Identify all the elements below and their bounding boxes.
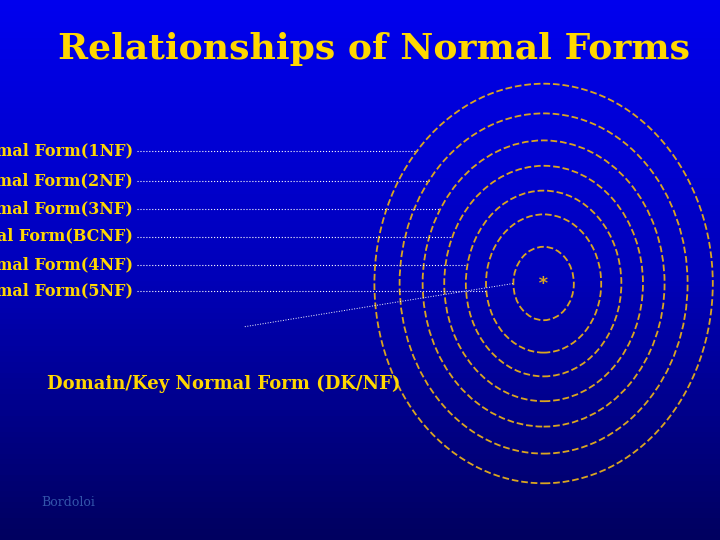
Text: First Normal Form(1NF): First Normal Form(1NF)	[0, 143, 133, 160]
Text: Bordoloi: Bordoloi	[42, 496, 95, 509]
Text: Fourth Normal Form(4NF): Fourth Normal Form(4NF)	[0, 256, 133, 273]
Text: Domain/Key Normal Form (DK/NF): Domain/Key Normal Form (DK/NF)	[47, 374, 400, 393]
Text: Fifth Normal Form(5NF): Fifth Normal Form(5NF)	[0, 282, 133, 299]
Text: *: *	[538, 274, 549, 293]
Text: Second Normal Form(2NF): Second Normal Form(2NF)	[0, 172, 133, 190]
Text: Third Normal Form(3NF): Third Normal Form(3NF)	[0, 200, 133, 218]
Text: Boyce-Codd Normal Form(BCNF): Boyce-Codd Normal Form(BCNF)	[0, 228, 133, 245]
Text: Relationships of Normal Forms: Relationships of Normal Forms	[58, 32, 690, 65]
